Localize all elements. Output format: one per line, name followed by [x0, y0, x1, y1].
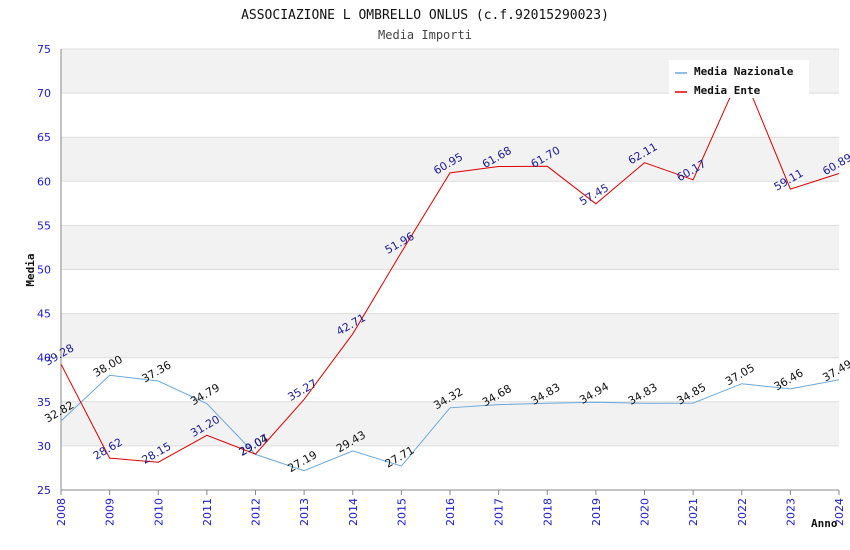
y-tick-label: 70	[37, 87, 51, 100]
grid-band	[61, 357, 839, 402]
grid-band	[61, 269, 839, 314]
grid-band	[61, 401, 839, 446]
x-tick-label: 2015	[395, 498, 408, 526]
y-tick-label: 75	[37, 43, 51, 56]
legend-entry-media-ente: Media Ente	[694, 84, 761, 97]
legend-box	[669, 60, 809, 98]
grid-band	[61, 313, 839, 358]
x-tick-label: 2018	[541, 498, 554, 526]
x-axis-label: Anno	[811, 517, 838, 530]
x-tick-label: 2024	[833, 498, 846, 526]
x-tick-label: 2017	[493, 498, 506, 526]
legend-entry-media-nazionale: Media Nazionale	[694, 65, 794, 78]
y-tick-label: 65	[37, 131, 51, 144]
x-tick-label: 2010	[152, 498, 165, 526]
y-tick-label: 50	[37, 264, 51, 277]
y-tick-label: 40	[37, 352, 51, 365]
x-tick-label: 2019	[590, 498, 603, 526]
x-tick-label: 2012	[250, 498, 263, 526]
x-tick-label: 2020	[639, 498, 652, 526]
x-tick-label: 2009	[104, 498, 117, 526]
background-bands	[61, 49, 839, 490]
chart-title: ASSOCIAZIONE L OMBRELLO ONLUS (c.f.92015…	[241, 8, 609, 23]
x-tick-label: 2008	[55, 498, 68, 526]
x-tick-label: 2011	[201, 498, 214, 526]
grid-band	[61, 93, 839, 138]
y-tick-label: 25	[37, 484, 51, 497]
x-tick-label: 2023	[784, 498, 797, 526]
x-tick-label: 2022	[736, 498, 749, 526]
grid-band	[61, 225, 839, 270]
y-tick-labels: 25 30 35 40 45 50 55 60 65 70 75	[37, 43, 51, 497]
axes	[60, 49, 840, 495]
y-tick-label: 35	[37, 396, 51, 409]
x-tick-label: 2021	[687, 498, 700, 526]
grid-band	[61, 181, 839, 226]
grid-band	[61, 445, 839, 490]
x-tick-label: 2014	[347, 498, 360, 526]
x-tick-label: 2016	[444, 498, 457, 526]
y-tick-label: 55	[37, 219, 51, 232]
y-tick-label: 30	[37, 440, 51, 453]
series-line-media-ente	[60, 69, 840, 463]
y-tick-label: 45	[37, 308, 51, 321]
x-tick-label: 2013	[298, 498, 311, 526]
y-axis-label: Media	[24, 253, 37, 286]
x-tick-labels: 2008 2009 2010 2011 2012 2013 2014 2015 2016 2017…	[55, 498, 846, 526]
series-line-media-nazionale	[60, 374, 840, 472]
y-tick-label: 60	[37, 175, 51, 188]
chart-subtitle: Media Importi	[378, 28, 472, 42]
legend: Media Nazionale Media Ente	[669, 60, 809, 98]
series-lines	[60, 69, 840, 472]
